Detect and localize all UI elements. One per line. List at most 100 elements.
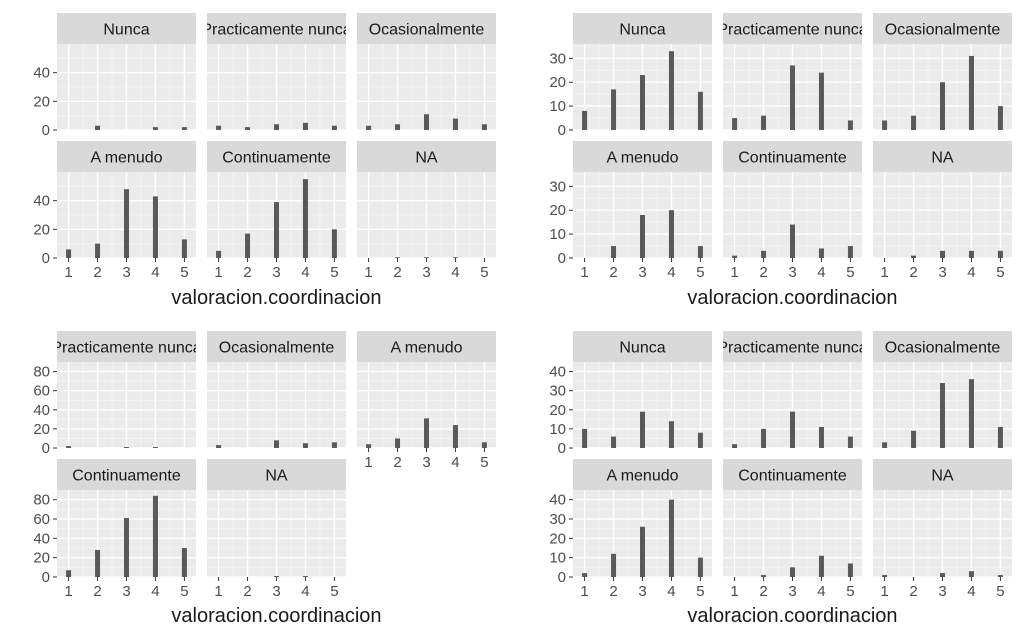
bar bbox=[124, 447, 129, 448]
x-tick-label: 1 bbox=[214, 264, 222, 281]
x-tick-label: 5 bbox=[996, 264, 1004, 281]
x-tick-label: 5 bbox=[846, 264, 854, 281]
facet-strip bbox=[57, 459, 196, 490]
facet-strip bbox=[873, 13, 1012, 44]
facet-strip bbox=[873, 459, 1012, 490]
facet-label: Nunca bbox=[103, 22, 149, 39]
bar bbox=[697, 246, 703, 258]
bar bbox=[582, 428, 588, 448]
x-tick-label: 5 bbox=[696, 264, 704, 281]
x-tick-label: 2 bbox=[393, 264, 401, 281]
bar bbox=[847, 120, 853, 130]
bar bbox=[847, 563, 853, 577]
bar bbox=[181, 548, 187, 577]
facet-label: NA bbox=[265, 468, 288, 485]
facet-panel: Continuamente 1 2 3 4 5 bbox=[723, 141, 862, 281]
y-tick-label: 80 bbox=[33, 364, 50, 381]
bar bbox=[697, 91, 703, 130]
facet-label: NA bbox=[415, 150, 438, 167]
facet-label: Practicamente nunca bbox=[717, 22, 867, 39]
facet-label: Ocasionalmente bbox=[885, 22, 1001, 39]
bar bbox=[302, 576, 308, 577]
bar bbox=[940, 82, 945, 130]
facet-panel: Continuamente 1 2 3 4 5 bbox=[207, 141, 346, 281]
facet-panel: A menudo 0 20 40 1 2 3 4 5 bbox=[33, 141, 196, 281]
y-tick-label: 0 bbox=[42, 122, 50, 139]
facet-label: Ocasionalmente bbox=[219, 340, 335, 357]
facet-label: Ocasionalmente bbox=[885, 340, 1001, 357]
x-axis-title: valoracion.coordinacion bbox=[171, 287, 381, 309]
x-tick-label: 1 bbox=[214, 583, 222, 600]
bar bbox=[818, 72, 824, 130]
facet-label: NA bbox=[931, 150, 954, 167]
x-tick-label: 2 bbox=[393, 454, 401, 471]
facet-strip bbox=[207, 459, 346, 490]
x-tick-label: 3 bbox=[422, 264, 430, 281]
x-tick-label: 3 bbox=[938, 583, 946, 600]
x-tick-label: 3 bbox=[638, 583, 646, 600]
y-tick-label: 0 bbox=[558, 569, 566, 586]
bar bbox=[997, 106, 1003, 130]
facet-strip bbox=[357, 331, 496, 362]
facet-strip bbox=[57, 331, 196, 362]
facet-panel: Ocasionalmente bbox=[357, 13, 496, 131]
bar bbox=[697, 557, 703, 577]
bar bbox=[940, 383, 945, 448]
bar bbox=[366, 125, 372, 130]
y-tick-label: 0 bbox=[558, 122, 566, 139]
y-tick-label: 0 bbox=[558, 440, 566, 457]
x-tick-label: 4 bbox=[967, 264, 975, 281]
bar bbox=[790, 411, 795, 448]
bar bbox=[968, 571, 974, 577]
bar bbox=[152, 495, 158, 577]
facet-strip bbox=[357, 13, 496, 44]
bar bbox=[911, 430, 917, 448]
x-tick-label: 2 bbox=[93, 583, 101, 600]
facet-label: Ocasionalmente bbox=[369, 22, 485, 39]
y-tick-label: 20 bbox=[33, 221, 50, 238]
x-tick-label: 3 bbox=[122, 264, 130, 281]
bar bbox=[611, 553, 617, 577]
bar bbox=[790, 567, 795, 577]
bar bbox=[968, 250, 974, 258]
x-tick-label: 1 bbox=[880, 264, 888, 281]
y-tick-label: 20 bbox=[549, 530, 566, 547]
bar bbox=[216, 445, 222, 448]
y-tick-label: 30 bbox=[549, 50, 566, 67]
y-tick-label: 20 bbox=[549, 402, 566, 419]
bar bbox=[274, 124, 279, 130]
x-tick-label: 4 bbox=[301, 264, 309, 281]
bar bbox=[697, 432, 703, 448]
bar bbox=[640, 526, 645, 577]
bar bbox=[245, 127, 251, 130]
bar bbox=[245, 233, 251, 258]
bar bbox=[366, 444, 372, 448]
bar bbox=[732, 444, 738, 448]
y-tick-label: 10 bbox=[549, 550, 566, 567]
x-tick-label: 4 bbox=[817, 264, 825, 281]
bar bbox=[216, 125, 222, 130]
x-tick-label: 4 bbox=[151, 264, 159, 281]
bar bbox=[640, 75, 645, 130]
facet-strip bbox=[873, 331, 1012, 362]
facet-panel: Nunca 0 10 20 30 bbox=[549, 13, 712, 139]
bar bbox=[790, 224, 795, 258]
y-tick-label: 30 bbox=[549, 383, 566, 400]
x-tick-label: 3 bbox=[272, 264, 280, 281]
y-tick-label: 10 bbox=[549, 98, 566, 115]
facet-strip bbox=[357, 141, 496, 172]
facet-panel: Ocasionalmente bbox=[207, 331, 346, 449]
y-tick-label: 40 bbox=[33, 530, 50, 547]
bar bbox=[882, 120, 888, 130]
facet-strip bbox=[573, 141, 712, 172]
x-tick-label: 4 bbox=[451, 454, 459, 471]
bar bbox=[424, 257, 429, 259]
facet-strip bbox=[723, 459, 862, 490]
x-tick-label: 3 bbox=[788, 583, 796, 600]
x-tick-label: 3 bbox=[422, 454, 430, 471]
bar bbox=[95, 125, 101, 130]
bar bbox=[582, 573, 588, 577]
bar bbox=[424, 418, 429, 448]
facet-strip bbox=[723, 331, 862, 362]
bar bbox=[761, 575, 767, 577]
